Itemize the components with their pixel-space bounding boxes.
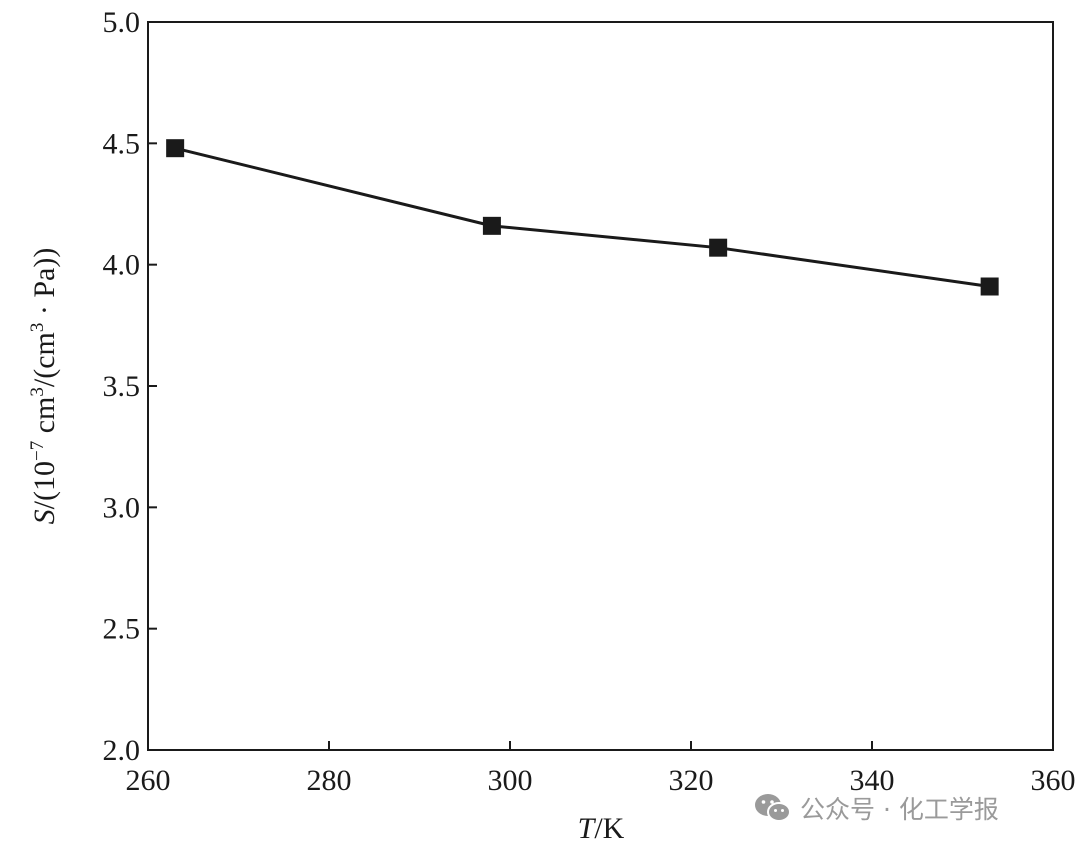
series-line bbox=[174, 146, 990, 288]
x-tick-label: 320 bbox=[669, 764, 714, 797]
watermark: 公众号 · 化工学报 bbox=[754, 786, 999, 830]
x-tick-label: 300 bbox=[488, 764, 533, 797]
data-point-marker bbox=[980, 277, 999, 296]
watermark-text: 公众号 · 化工学报 bbox=[800, 795, 999, 824]
x-tick-label: 280 bbox=[307, 764, 352, 797]
y-axis-label: S/(10−7 cm3/(cm3 · Pa)) bbox=[27, 248, 61, 525]
y-tick-label: 4.0 bbox=[103, 249, 141, 282]
x-tick-label: 260 bbox=[126, 764, 171, 797]
y-tick-label: 4.5 bbox=[103, 127, 141, 160]
y-tick-label: 2.0 bbox=[103, 734, 141, 767]
y-tick-label: 5.0 bbox=[103, 6, 141, 39]
y-tick-label: 3.0 bbox=[103, 491, 141, 524]
data-point-marker bbox=[709, 238, 728, 257]
y-tick-label: 3.5 bbox=[103, 370, 141, 403]
wechat-icon bbox=[755, 794, 791, 822]
data-point-marker bbox=[482, 216, 501, 235]
y-tick-label: 2.5 bbox=[103, 613, 141, 646]
x-tick-label: 340 bbox=[850, 764, 895, 797]
x-axis-label: T/K bbox=[578, 812, 625, 845]
plot-frame bbox=[147, 21, 1054, 751]
data-point-marker bbox=[166, 139, 185, 158]
x-axis-ticks: 260 280 300 320 340 360 bbox=[126, 741, 1076, 797]
y-axis-ticks: 2.0 2.5 3.0 3.5 4.0 4.5 5.0 bbox=[103, 6, 157, 767]
x-tick-label: 360 bbox=[1031, 764, 1076, 797]
data-markers bbox=[166, 139, 999, 296]
